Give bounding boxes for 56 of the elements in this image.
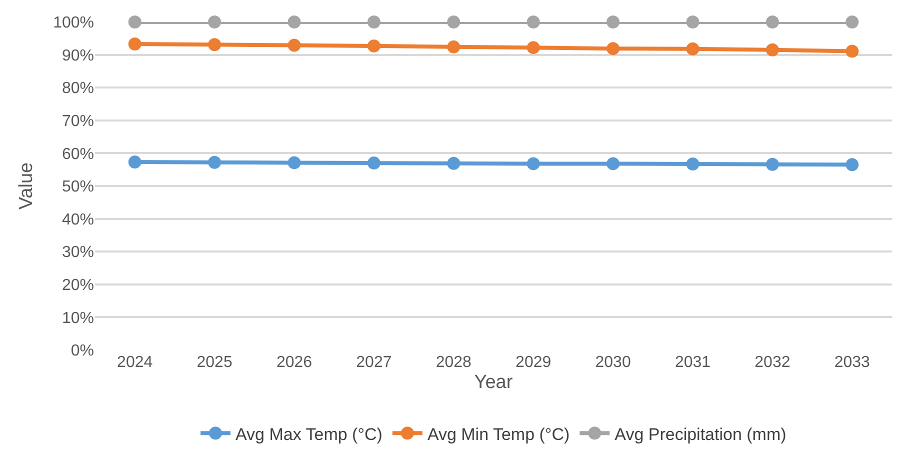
y-tick-label: 30% <box>62 244 94 262</box>
y-tick-label: 50% <box>62 178 94 196</box>
point <box>208 16 222 28</box>
point <box>288 16 301 28</box>
point <box>606 157 620 170</box>
y-tick-label: 80% <box>62 80 94 98</box>
x-tick-label: 2030 <box>595 354 631 371</box>
point <box>606 42 620 56</box>
legend-label: Avg Max Temp (°C) <box>236 424 382 444</box>
x-axis-title: Year <box>474 372 514 393</box>
point <box>128 156 142 169</box>
x-tick-label: 2031 <box>674 354 711 371</box>
x-tick-label: 2024 <box>117 354 153 371</box>
x-tick-label: 2032 <box>754 354 790 371</box>
point <box>686 16 700 28</box>
x-tick-label: 2033 <box>834 354 870 371</box>
y-tick-label: 100% <box>53 14 94 32</box>
y-tick-label: 0% <box>70 342 94 360</box>
point <box>208 38 222 52</box>
legend-label: Avg Precipitation (mm) <box>614 424 786 444</box>
point <box>846 158 859 172</box>
x-tick-label: 2027 <box>356 354 392 371</box>
point <box>447 156 460 170</box>
point <box>526 16 540 28</box>
point <box>686 42 700 56</box>
point <box>766 43 779 56</box>
point <box>846 44 859 58</box>
point <box>208 156 222 169</box>
point <box>686 158 700 171</box>
point <box>128 16 142 28</box>
point <box>367 156 380 170</box>
point <box>846 16 859 28</box>
y-tick-label: 60% <box>62 146 94 163</box>
point <box>766 158 779 171</box>
y-axis-title: Value <box>16 162 37 210</box>
x-tick-label: 2029 <box>516 354 552 371</box>
point <box>526 157 540 170</box>
y-tick-label: 70% <box>62 113 94 130</box>
legend-label: Avg Min Temp (°C) <box>427 424 570 444</box>
y-tick-label: 10% <box>62 310 94 327</box>
point <box>447 16 460 28</box>
point <box>766 16 779 28</box>
y-tick-label: 20% <box>62 277 94 294</box>
point <box>367 39 380 52</box>
y-tick-label: 90% <box>62 47 94 64</box>
point <box>367 16 380 28</box>
point <box>128 37 142 50</box>
y-tick-label: 40% <box>62 211 94 228</box>
point <box>447 40 460 54</box>
point <box>288 156 301 170</box>
point <box>526 41 540 54</box>
point <box>606 16 620 28</box>
x-tick-label: 2025 <box>196 354 232 371</box>
point <box>288 38 301 52</box>
x-tick-label: 2028 <box>436 354 472 371</box>
x-tick-label: 2026 <box>276 354 312 371</box>
